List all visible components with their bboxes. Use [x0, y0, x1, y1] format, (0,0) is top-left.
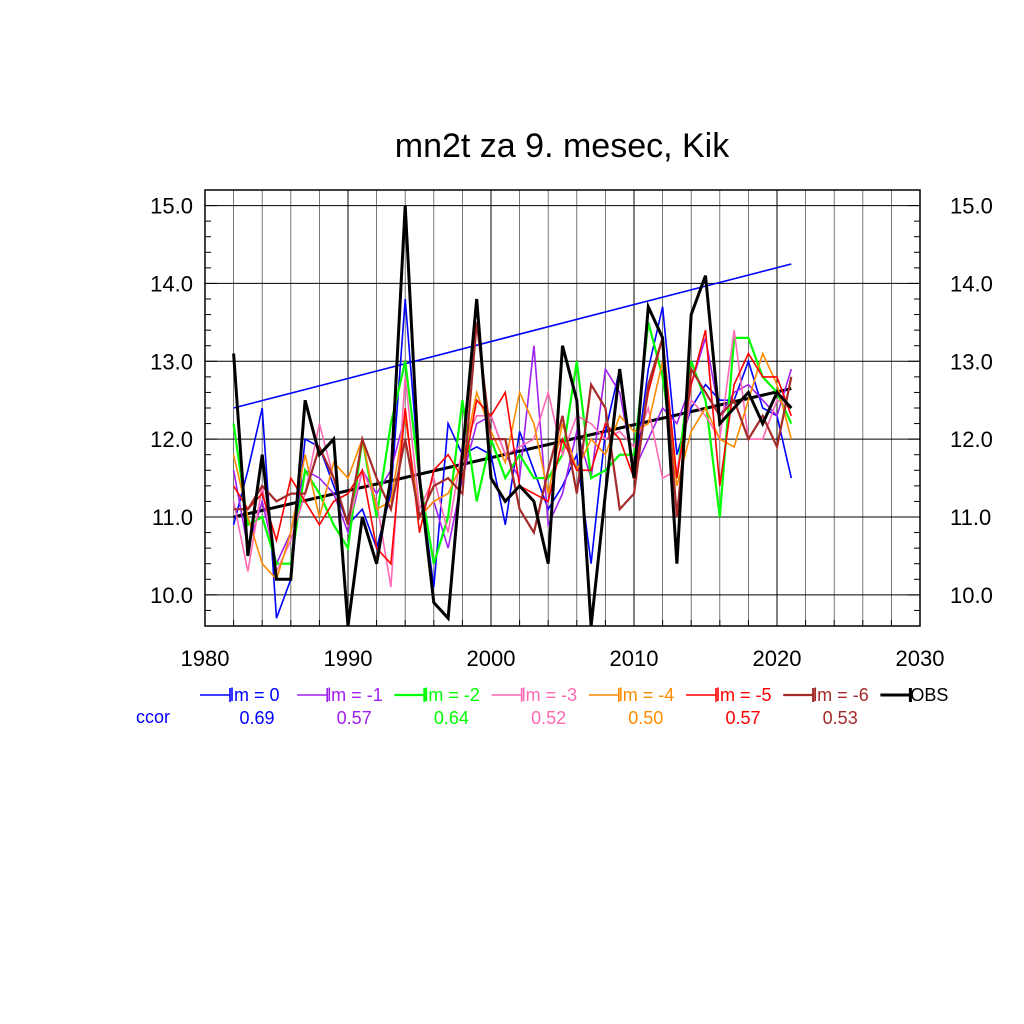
y-tick-label-left: 14.0	[150, 271, 193, 296]
legend-label: lm = 0	[230, 685, 280, 705]
ccor-value: 0.50	[628, 708, 663, 728]
legend: ccor lm = 0 0.69 lm = -1 0.57 lm = -2 0.64 lm =…	[136, 685, 948, 728]
series-lines	[232, 205, 793, 627]
series-line	[232, 329, 793, 566]
x-tick-label: 2030	[896, 646, 945, 671]
series-line	[232, 351, 793, 581]
trend-line	[233, 387, 792, 519]
plot-frame	[204, 189, 921, 627]
plot-border	[204, 189, 921, 627]
y-tick-label-left: 11.0	[152, 505, 193, 530]
chart-title: mn2t za 9. mesec, Kik	[395, 127, 730, 165]
y-tick-label-right: 11.0	[950, 505, 991, 530]
legend-label: lm = -2	[424, 685, 480, 705]
ccor-value: 0.69	[239, 708, 274, 728]
trend-line	[233, 263, 792, 409]
legend-label: OBS	[910, 685, 948, 705]
axis-ticks: 10.0 10.0 11.0 11.0 12.0 12.0 13.0 13.0 14.0 14.0…	[150, 189, 993, 671]
legend-label: lm = -1	[327, 685, 383, 705]
y-tick-label-left: 13.0	[150, 349, 193, 374]
series-line	[232, 329, 792, 588]
x-tick-label: 1990	[324, 646, 373, 671]
ccor-value: 0.64	[434, 708, 469, 728]
grid	[205, 190, 920, 626]
y-tick-label-left: 10.0	[150, 583, 193, 608]
ccor-value: 0.57	[725, 708, 760, 728]
y-tick-label-right: 10.0	[950, 583, 993, 608]
series-line	[232, 205, 793, 627]
ccor-value: 0.57	[337, 708, 372, 728]
x-tick-label: 2000	[467, 646, 516, 671]
y-tick-label-right: 14.0	[950, 271, 993, 296]
y-tick-label-left: 12.0	[150, 427, 193, 452]
legend-label: lm = -5	[716, 685, 772, 705]
trend-lines	[233, 263, 792, 519]
ccor-label: ccor	[136, 707, 170, 727]
y-tick-label-right: 13.0	[950, 349, 993, 374]
ccor-value: 0.53	[823, 708, 858, 728]
ccor-value: 0.52	[531, 708, 566, 728]
legend-label: lm = -3	[522, 685, 578, 705]
y-tick-label-right: 15.0	[950, 194, 993, 219]
legend-label: lm = -4	[619, 685, 675, 705]
x-tick-label: 2010	[610, 646, 659, 671]
y-tick-label-right: 12.0	[950, 427, 993, 452]
x-tick-label: 2020	[753, 646, 802, 671]
y-tick-label-left: 15.0	[150, 194, 193, 219]
legend-label: lm = -6	[813, 685, 869, 705]
x-tick-label: 1980	[181, 646, 230, 671]
series-line	[233, 322, 793, 536]
